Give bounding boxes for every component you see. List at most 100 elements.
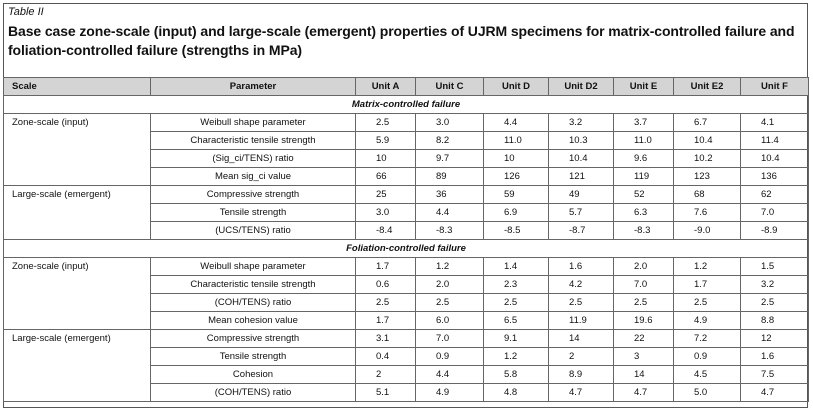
- value-cell: 119: [613, 167, 674, 186]
- data-row: Zone-scale (input) Weibull shape paramete…: [3, 113, 809, 186]
- column-header: Unit C: [415, 77, 484, 96]
- parameter-cell: Compressive strength: [150, 329, 356, 348]
- value-cell: 4.4: [415, 365, 484, 384]
- value-cell: -8.3: [415, 221, 484, 240]
- value-cell: 7.0: [740, 203, 809, 222]
- parameter-cell: Mean cohesion value: [150, 311, 356, 330]
- value-cell: 0.9: [673, 347, 741, 366]
- value-cell: 3: [613, 347, 674, 366]
- value-cell: 3.0: [415, 113, 484, 132]
- value-cell: 5.7: [548, 203, 614, 222]
- value-cell: 8.2: [415, 131, 484, 150]
- value-cell: 1.5: [740, 257, 809, 276]
- value-cell: 136: [740, 167, 809, 186]
- value-cell: -8.9: [740, 221, 809, 240]
- data-row: (COH/TENS) ratio 2.5 2.5 2.5 2.5 2.5 2.5 2.5: [4, 293, 809, 312]
- value-cell: 1.6: [548, 257, 614, 276]
- parameter-cell: (COH/TENS) ratio: [150, 293, 356, 312]
- data-row: Characteristic tensile strength 5.9 8.2 11.…: [4, 131, 809, 150]
- value-cell: 4.4: [415, 203, 484, 222]
- value-cell: 6.5: [483, 311, 549, 330]
- value-cell: 4.7: [613, 383, 674, 402]
- section-title: Foliation-controlled failure: [3, 239, 809, 258]
- value-cell: 10.4: [548, 149, 614, 168]
- value-cell: -8.7: [548, 221, 614, 240]
- column-header: Unit E2: [673, 77, 741, 96]
- value-cell: 10.3: [548, 131, 614, 150]
- value-cell: 1.6: [740, 347, 809, 366]
- value-cell: 6.9: [483, 203, 549, 222]
- value-cell: 3.0: [355, 203, 416, 222]
- value-cell: 121: [548, 167, 614, 186]
- data-row: (COH/TENS) ratio 5.1 4.9 4.8 4.7 4.7 5.0 4.7: [4, 383, 809, 402]
- table-body: Matrix-controlled failure Zone-scale (inp…: [3, 95, 809, 402]
- value-cell: 3.2: [548, 113, 614, 132]
- value-cell: 6.7: [673, 113, 741, 132]
- value-cell: 89: [415, 167, 484, 186]
- value-cell: 4.9: [673, 311, 741, 330]
- value-cell: 3.2: [740, 275, 809, 294]
- parameter-cell: Compressive strength: [150, 185, 356, 204]
- scale-cell: Zone-scale (input): [3, 257, 151, 330]
- value-cell: 22: [613, 329, 674, 348]
- section-row: Foliation-controlled failure: [3, 239, 809, 258]
- scale-cell: Large-scale (emergent): [3, 185, 151, 240]
- value-cell: 19.6: [613, 311, 674, 330]
- parameter-cell: Tensile strength: [150, 347, 356, 366]
- value-cell: 4.7: [548, 383, 614, 402]
- value-cell: 4.9: [415, 383, 484, 402]
- value-cell: 5.8: [483, 365, 549, 384]
- value-cell: 1.4: [483, 257, 549, 276]
- value-cell: 2.3: [483, 275, 549, 294]
- value-cell: 0.4: [355, 347, 416, 366]
- data-row: Large-scale (emergent) Compressive streng…: [3, 185, 809, 240]
- value-cell: 10: [355, 149, 416, 168]
- value-cell: 25: [355, 185, 416, 204]
- value-cell: 7.6: [673, 203, 741, 222]
- value-cell: -9.0: [673, 221, 741, 240]
- value-cell: 9.6: [613, 149, 674, 168]
- value-cell: 52: [613, 185, 674, 204]
- value-cell: 66: [355, 167, 416, 186]
- value-cell: 1.2: [673, 257, 741, 276]
- value-cell: 2.5: [548, 293, 614, 312]
- value-cell: 10.4: [740, 149, 809, 168]
- value-cell: 7.2: [673, 329, 741, 348]
- value-cell: 1.7: [673, 275, 741, 294]
- parameter-cell: (COH/TENS) ratio: [150, 383, 356, 402]
- parameter-cell: Mean sig_ci value: [150, 167, 356, 186]
- value-cell: 123: [673, 167, 741, 186]
- value-cell: 11.0: [613, 131, 674, 150]
- value-cell: 36: [415, 185, 484, 204]
- value-cell: 1.2: [483, 347, 549, 366]
- value-cell: 0.6: [355, 275, 416, 294]
- parameter-cell: (UCS/TENS) ratio: [150, 221, 356, 240]
- value-cell: 14: [548, 329, 614, 348]
- value-cell: 4.7: [740, 383, 809, 402]
- value-cell: 5.0: [673, 383, 741, 402]
- value-cell: 4.4: [483, 113, 549, 132]
- value-cell: 7.0: [415, 329, 484, 348]
- column-header: Unit D: [483, 77, 549, 96]
- scale-cell: Large-scale (emergent): [3, 329, 151, 402]
- value-cell: 6.0: [415, 311, 484, 330]
- value-cell: 59: [483, 185, 549, 204]
- value-cell: 12: [740, 329, 809, 348]
- value-cell: 1.7: [355, 257, 416, 276]
- parameter-cell: Tensile strength: [150, 203, 356, 222]
- value-cell: 10: [483, 149, 549, 168]
- column-header: Parameter: [150, 77, 356, 96]
- parameter-cell: (Sig_ci/TENS) ratio: [150, 149, 356, 168]
- value-cell: 0.9: [415, 347, 484, 366]
- value-cell: 3.7: [613, 113, 674, 132]
- value-cell: 4.2: [548, 275, 614, 294]
- data-row: Large-scale (emergent) Compressive streng…: [3, 329, 809, 402]
- value-cell: 7.0: [613, 275, 674, 294]
- data-row: Mean cohesion value 1.7 6.0 6.5 11.9 19.6 4.9 8…: [4, 311, 809, 330]
- value-cell: 2.5: [483, 293, 549, 312]
- value-cell: 2.5: [355, 293, 416, 312]
- value-cell: 10.2: [673, 149, 741, 168]
- data-row: Tensile strength 3.0 4.4 6.9 5.7 6.3 7.6 7.0: [4, 203, 809, 222]
- parameter-cell: Characteristic tensile strength: [150, 275, 356, 294]
